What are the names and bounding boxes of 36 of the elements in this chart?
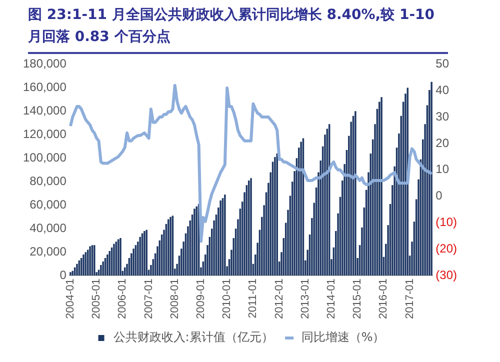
x-tick-label: 2004-01 [64, 278, 76, 320]
y-tick-label: 60,000 [30, 197, 67, 212]
x-tick-label: 2006-01 [116, 278, 129, 320]
legend-label: 同比增速（%） [301, 330, 385, 344]
y-tick-label: 140,000 [22, 103, 67, 118]
x-tick-label: 2015-01 [352, 278, 364, 320]
x-tick-label: 2005-01 [90, 278, 103, 320]
x-tick-label: 2013-01 [299, 278, 312, 320]
x-tick-label: 2007-01 [142, 278, 155, 320]
x-tick-label: 2016-01 [378, 278, 390, 320]
y-tick-label: 40,000 [30, 220, 67, 235]
x-tick-label: 2009-01 [195, 278, 208, 320]
y2-tick-label: 0 [436, 188, 443, 203]
y2-tick-label: 20 [436, 136, 450, 150]
y2-tick-label: (30) [436, 268, 458, 282]
y-tick-label: 20,000 [30, 244, 67, 258]
x-tick-label: 2012-01 [273, 278, 286, 320]
y-tick-label: 120,000 [22, 126, 67, 141]
x-tick-label: 2017-01 [404, 278, 416, 320]
y-tick-label: 180,000 [22, 56, 67, 71]
y2-tick-label: 40 [436, 82, 450, 97]
x-tick-label: 2010-01 [221, 278, 234, 320]
x-tick-label: 2011-01 [247, 278, 260, 318]
x-tick-label: 2014-01 [326, 278, 338, 320]
y2-tick-label: 50 [436, 56, 450, 71]
y-tick-label: 160,000 [22, 80, 67, 94]
y2-tick-label: (20) [436, 242, 458, 256]
y2-tick-label: 10 [436, 162, 450, 176]
y-tick-label: 100,000 [22, 150, 67, 164]
y-tick-label: 0 [60, 268, 67, 282]
chart-title: 图 23:1-11 月全国公共财政收入累计同比增长 8.40%,较 1-10 月回落 0.83 个百分点 [28, 4, 448, 54]
y-tick-label: 80,000 [30, 174, 67, 188]
legend-label: 公共财政收入:累计值（亿元） [113, 330, 274, 344]
y2-tick-label: (10) [436, 215, 458, 230]
y2-tick-label: 30 [436, 109, 450, 124]
x-tick-label: 2008-01 [168, 278, 181, 320]
